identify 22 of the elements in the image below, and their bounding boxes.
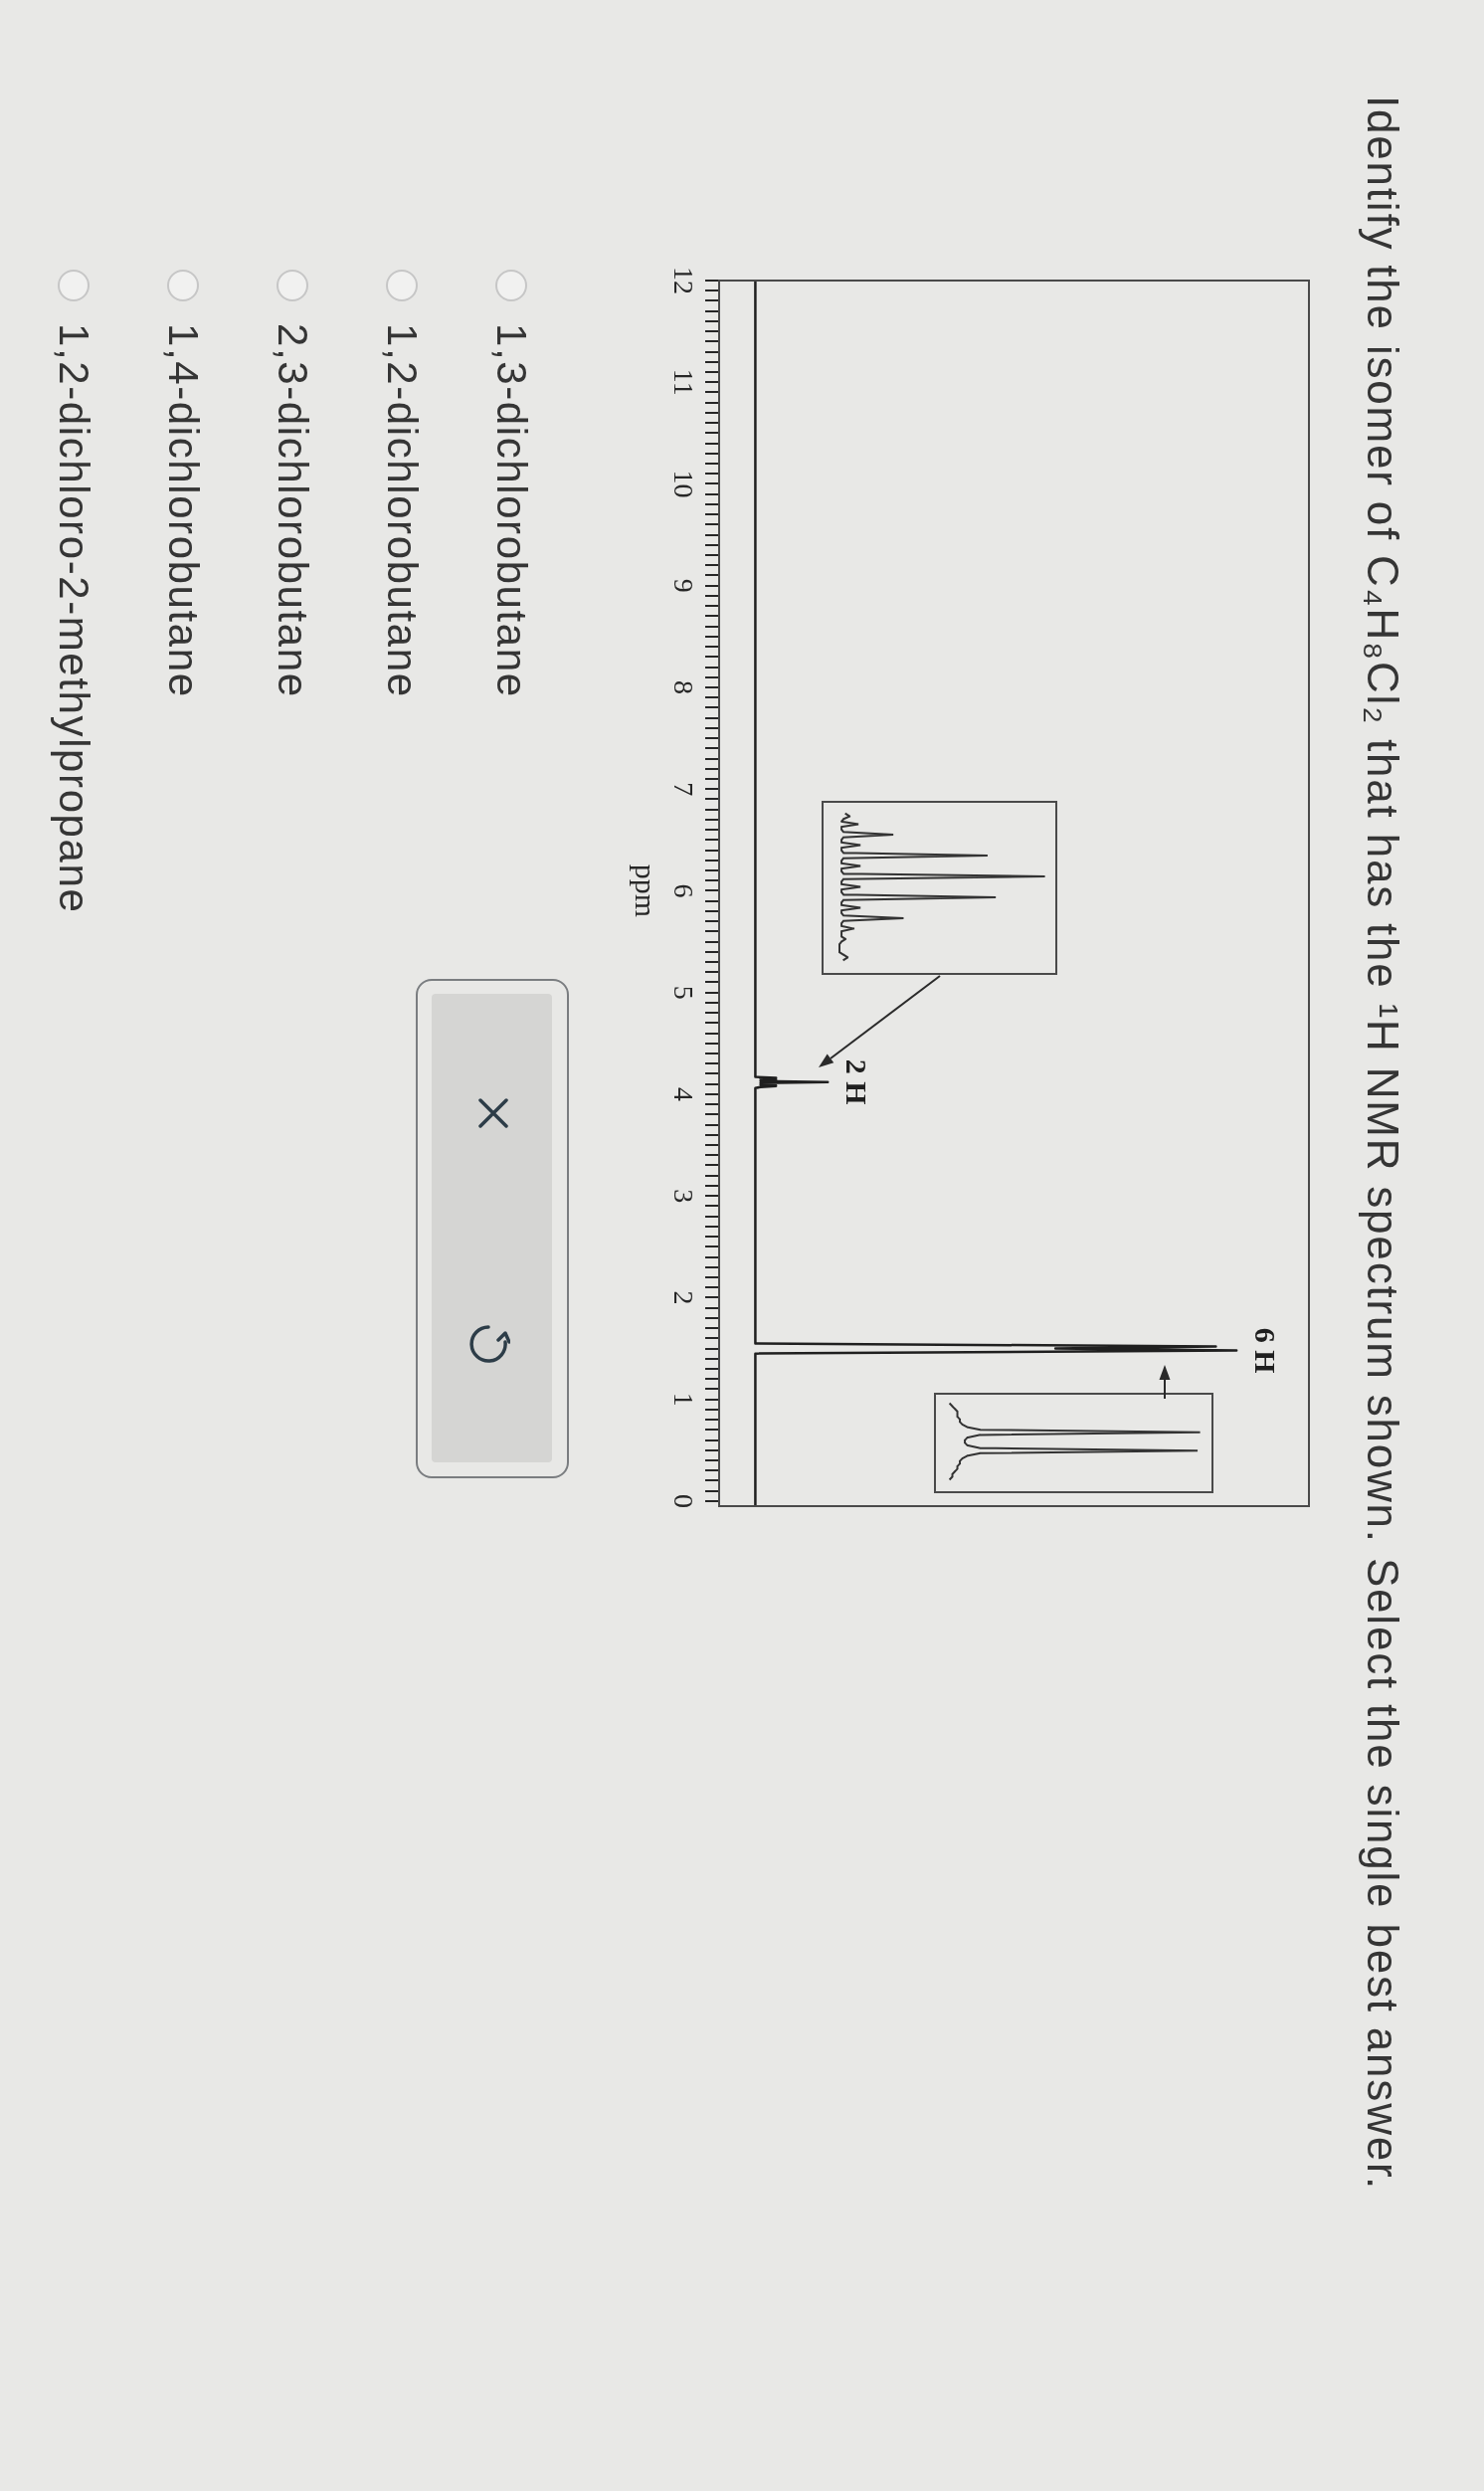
y-tick-label: 8 bbox=[667, 679, 699, 694]
text: Identify the isomer of C₄H₈Cl₂ that has the ¹H NMR spectrum shown. Select the single best answer. bbox=[1358, 96, 1408, 2192]
y-tick-label: 9 bbox=[667, 578, 699, 593]
text: 1,2-dichloro-2-methylpropane bbox=[50, 323, 98, 914]
annotation: 2 H bbox=[840, 1058, 874, 1105]
y-tick-label: 3 bbox=[667, 1189, 699, 1204]
y-tick-label: 10 bbox=[667, 470, 699, 498]
y-tick-label: 5 bbox=[667, 985, 699, 1000]
y-tick-label: 0 bbox=[667, 1493, 699, 1508]
y-tick-label: 1 bbox=[667, 1392, 699, 1407]
y-tick-label: 12 bbox=[667, 267, 699, 294]
text: 1,3-dichlorobutane bbox=[487, 323, 536, 698]
y-tick-label: 7 bbox=[667, 782, 699, 797]
y-tick-label: 2 bbox=[667, 1290, 699, 1305]
y-axis-title: ppm bbox=[630, 863, 663, 918]
text: 1,2-dichlorobutane bbox=[378, 323, 427, 698]
text: 1,4-dichlorobutane bbox=[159, 323, 208, 698]
y-tick-label: 11 bbox=[667, 368, 699, 396]
annotation: 6 H bbox=[1249, 1327, 1283, 1374]
y-tick-label: 4 bbox=[667, 1086, 699, 1101]
y-tick-label: 6 bbox=[667, 883, 699, 898]
text: 2,3-dichlorobutane bbox=[269, 323, 317, 698]
